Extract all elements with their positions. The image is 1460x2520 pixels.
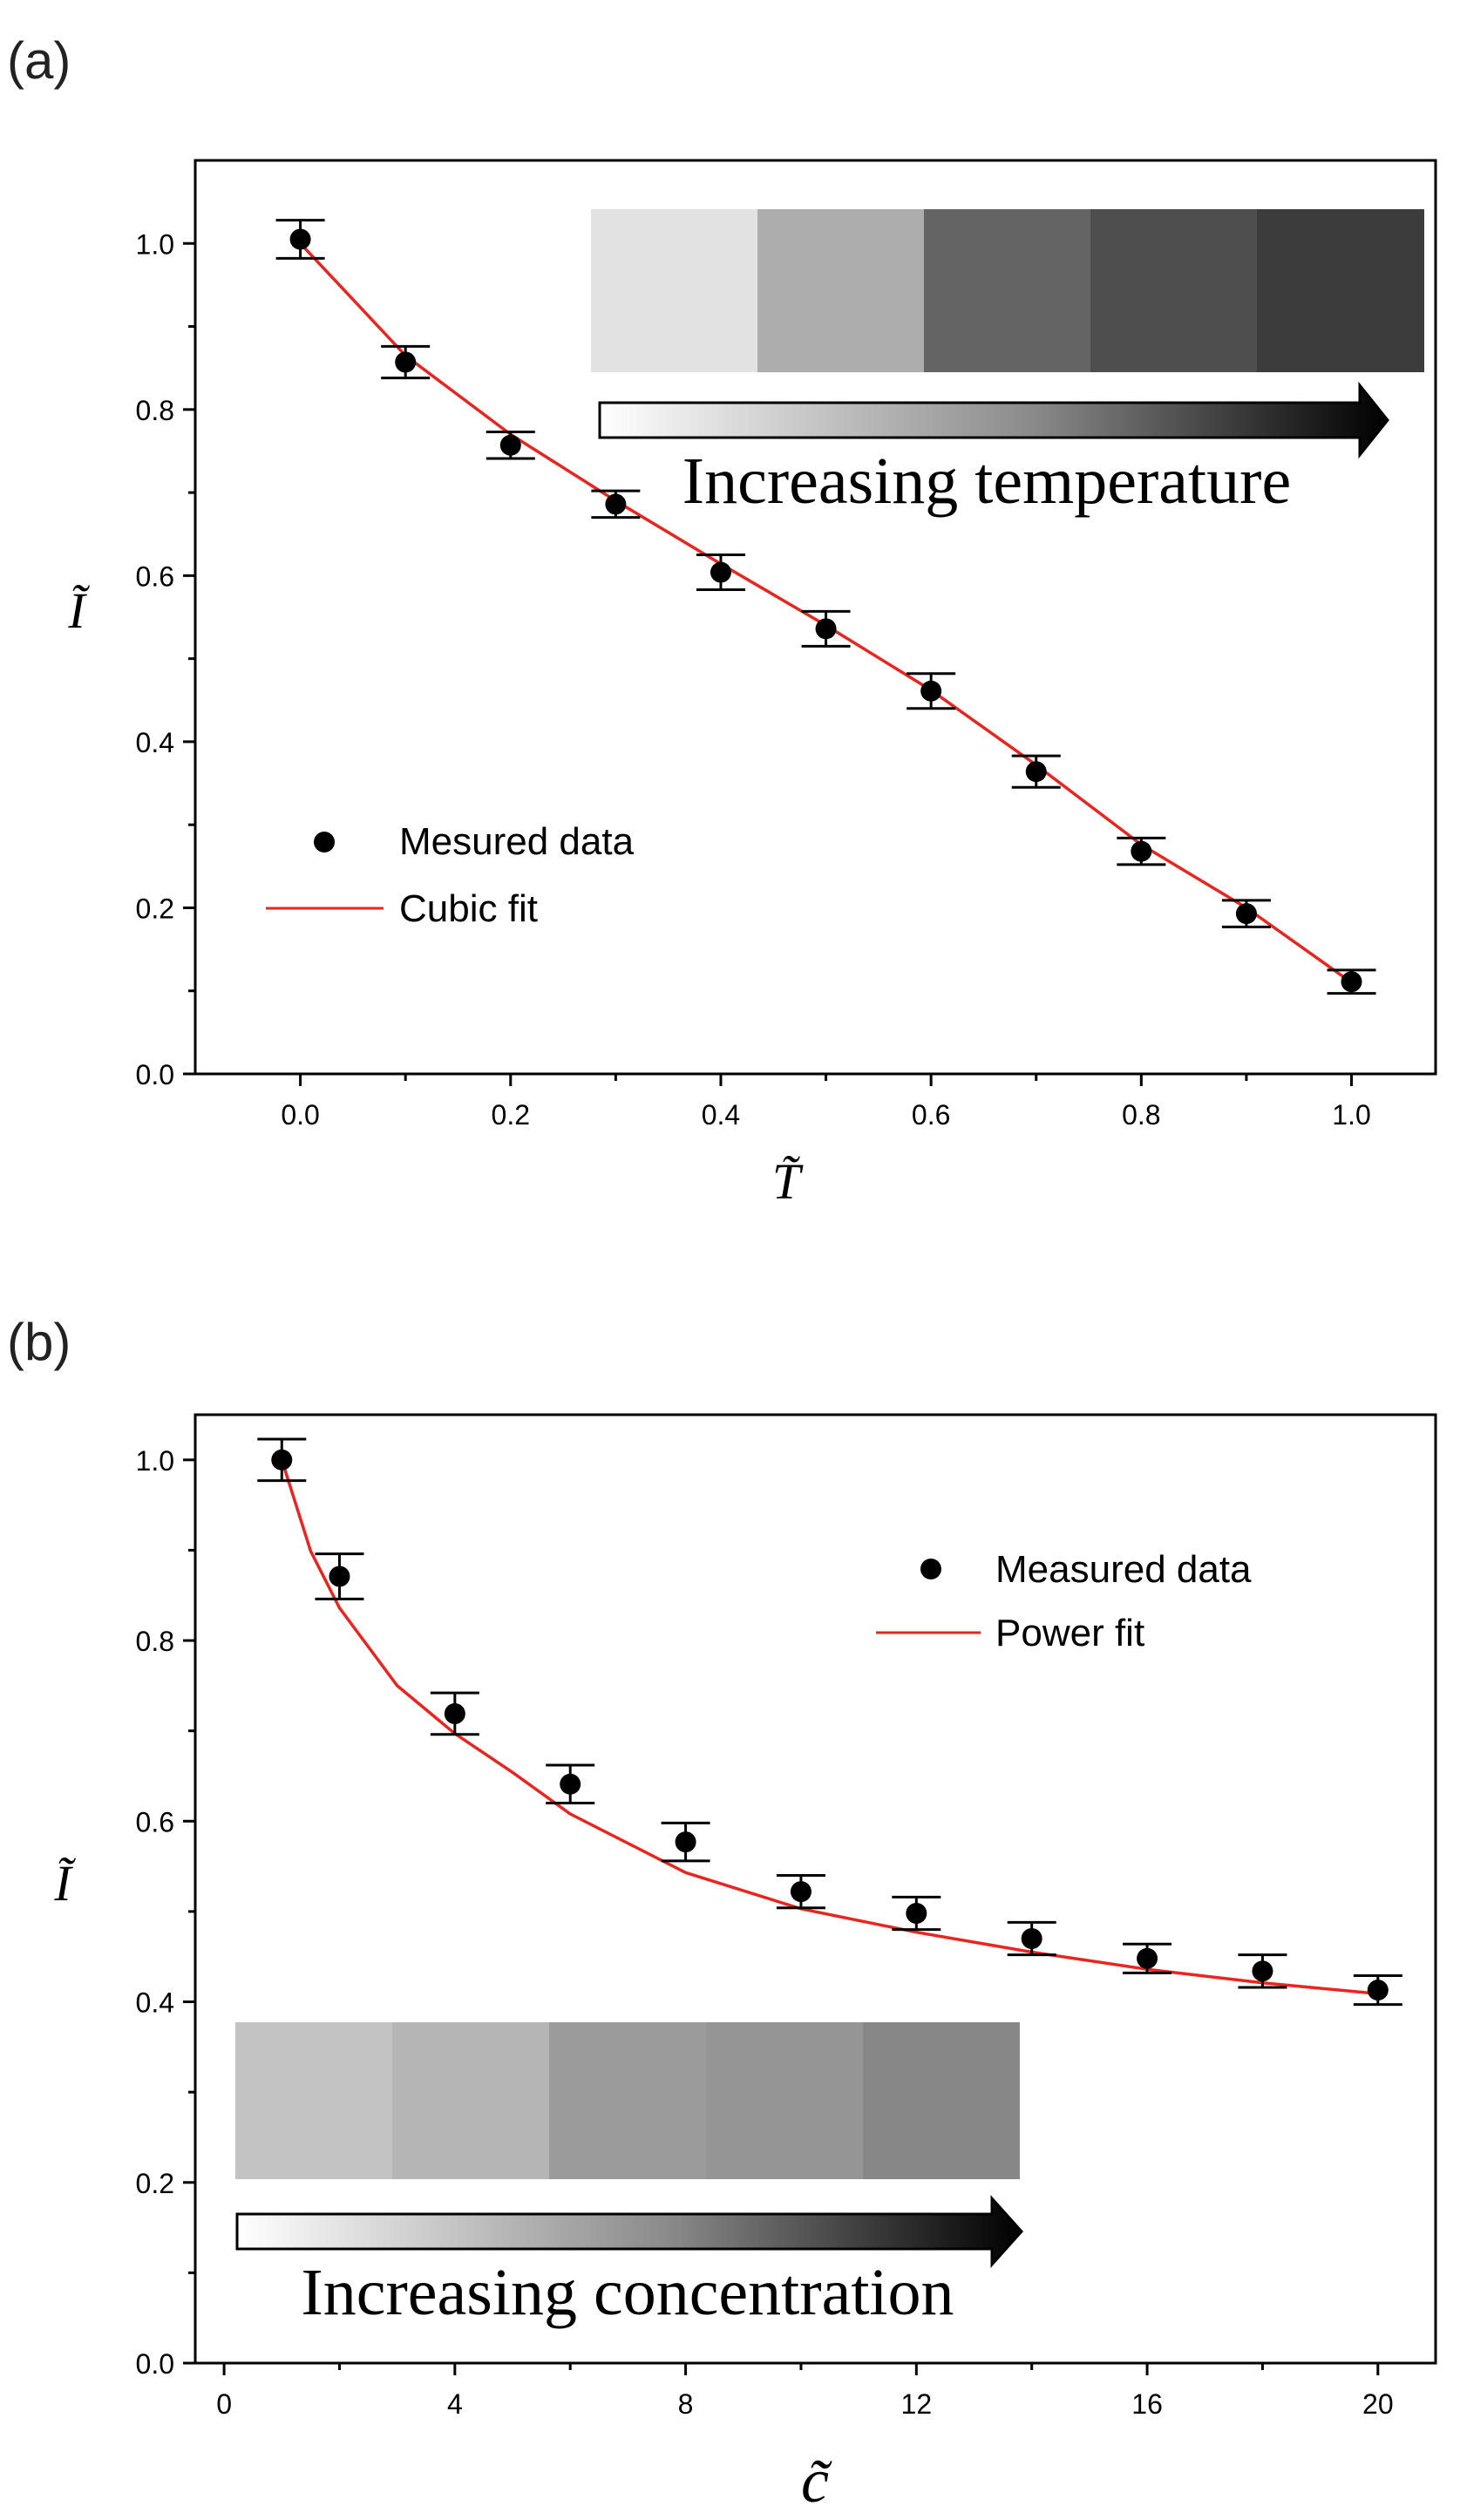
panel-b-y-axis-label: Ĩ <box>53 1855 76 1912</box>
panel-b-y-tick-label: 1.0 <box>136 1445 174 1477</box>
panel-a-swatch-2 <box>757 209 924 372</box>
panel-a-swatch-4 <box>1090 209 1257 372</box>
panel-a-data-point <box>1341 971 1362 993</box>
panel-b-x-tick-label: 4 <box>447 2388 463 2420</box>
panel-a-data-point <box>815 618 837 640</box>
panel-b-legend-label-measured: Measured data <box>995 1548 1252 1591</box>
panel-b-inset-swatches <box>235 2022 1020 2179</box>
panel-b-inset: Increasing concentration <box>235 2022 1024 2329</box>
panel-a-x-tick-label: 0.8 <box>1122 1099 1160 1131</box>
panel-a-y-tick-label: 0.2 <box>136 893 174 924</box>
panel-b-y-tick-label: 0.0 <box>136 2348 174 2380</box>
panel-b-data-point <box>906 1902 927 1924</box>
panel-a-x-tick-label: 1.0 <box>1332 1099 1370 1131</box>
panel-a-y-ticks: 0.0 0.2 0.4 0.6 0.8 1.0 <box>136 228 195 1090</box>
panel-b-legend: Measured data Power fit <box>876 1548 1252 1654</box>
panel-a-data-point <box>395 351 417 373</box>
panel-b-x-tick-label: 0 <box>216 2388 232 2420</box>
panel-b-x-tick-label: 20 <box>1362 2388 1394 2420</box>
panel-b-swatch-2 <box>392 2022 549 2179</box>
panel-a-swatch-3 <box>924 209 1090 372</box>
panel-b-swatch-4 <box>706 2022 863 2179</box>
panel-a-data-point <box>1025 761 1047 783</box>
panel-a-inset: Increasing temperature <box>591 209 1424 518</box>
panel-b-legend-marker-measured <box>920 1559 941 1579</box>
panel-b-data-point <box>444 1702 465 1724</box>
panel-b-swatch-3 <box>549 2022 706 2179</box>
panel-a-y-tick-label: 0.8 <box>136 395 174 426</box>
panel-b-plot-area <box>257 1437 1402 2007</box>
panel-b-data-point <box>675 1831 696 1853</box>
panel-a-legend-label-measured: Mesured data <box>399 820 635 863</box>
panel-b-y-tick-label: 0.2 <box>136 2168 174 2199</box>
panel-a-legend: Mesured data Cubic fit <box>266 820 635 930</box>
panel-b-data-point <box>790 1881 811 1903</box>
panel-a-legend-label-fit: Cubic fit <box>399 887 538 930</box>
panel-a-x-tick-label: 0.2 <box>492 1099 530 1131</box>
panel-b-arrow-label: Increasing concentration <box>301 2256 954 2329</box>
panel-b-plot-frame <box>194 1413 1437 2365</box>
panel-a-swatch-1 <box>591 209 757 372</box>
panel-a-y-tick-label: 1.0 <box>136 228 174 260</box>
panel-b-x-axis-label: c̃ <box>801 2446 832 2516</box>
panel-b-y-tick-label: 0.6 <box>136 1806 174 1837</box>
panel-a-arrow-label: Increasing temperature <box>682 445 1291 518</box>
panel-a-inset-swatches <box>591 209 1424 372</box>
panel-a-x-axis-label: T̃ <box>772 1153 804 1210</box>
panel-a-data-point <box>920 680 942 702</box>
panel-a-data-point <box>605 493 627 515</box>
panel-b: (b) 0.0 0.2 0.4 0.6 0.8 1.0 0 4 8 12 16 20 c̃ Ĩ In… <box>7 1313 1437 2516</box>
panel-b-x-tick-label: 16 <box>1131 2388 1163 2420</box>
panel-b-data-point <box>560 1773 581 1795</box>
panel-a-plot-area <box>275 219 1376 995</box>
panel-b-label: (b) <box>7 1313 71 1371</box>
panel-a-data-point <box>1235 903 1257 925</box>
panel-a-y-tick-label: 0.6 <box>136 560 174 592</box>
panel-b-y-ticks: 0.0 0.2 0.4 0.6 0.8 1.0 <box>136 1445 195 2380</box>
panel-b-x-ticks: 0 4 8 12 16 20 <box>216 2363 1394 2420</box>
panel-b-gradient-arrow <box>235 2195 1024 2268</box>
panel-a-x-tick-label: 0.0 <box>281 1099 319 1131</box>
panel-a-gradient-arrow <box>598 381 1389 459</box>
panel-a-x-tick-label: 0.4 <box>702 1099 740 1131</box>
panel-a-y-tick-label: 0.0 <box>136 1059 174 1090</box>
panel-b-data-point <box>1021 1927 1042 1949</box>
panel-b-swatch-5 <box>863 2022 1020 2179</box>
panel-a-plot-frame <box>194 159 1437 1076</box>
panel-a-label: (a) <box>7 31 71 90</box>
panel-a-x-tick-label: 0.6 <box>912 1099 950 1131</box>
panel-b-x-tick-label: 12 <box>901 2388 933 2420</box>
panel-a-data-point <box>710 561 731 583</box>
panel-b-fit-line <box>280 1459 1378 1995</box>
panel-a-y-tick-label: 0.4 <box>136 727 174 758</box>
panel-a: (a) 0.0 0.2 0.4 0.6 0.8 1.0 0.0 0.2 0.4 0.6 0.8 1.… <box>7 31 1437 1210</box>
panel-a-data-point <box>499 434 521 456</box>
panel-b-data-point <box>1137 1947 1158 1969</box>
panel-b-y-tick-label: 0.4 <box>136 1987 174 2019</box>
panel-b-data-point <box>1367 1980 1389 2001</box>
panel-b-legend-label-fit: Power fit <box>995 1612 1144 1654</box>
panel-a-data-point <box>1131 840 1152 862</box>
panel-b-swatch-1 <box>235 2022 392 2179</box>
panel-b-x-tick-label: 8 <box>678 2388 694 2420</box>
panel-a-data-point <box>289 228 311 250</box>
panel-a-x-ticks: 0.0 0.2 0.4 0.6 0.8 1.0 <box>281 1074 1371 1131</box>
panel-b-data-point <box>1252 1960 1273 1982</box>
panel-b-data-point <box>271 1449 293 1471</box>
panel-a-legend-marker-measured <box>314 832 335 852</box>
panel-b-y-tick-label: 0.8 <box>136 1626 174 1657</box>
panel-b-data-point <box>329 1566 350 1587</box>
panel-a-swatch-5 <box>1257 209 1424 372</box>
panel-a-y-axis-label: Ĩ <box>67 582 90 639</box>
